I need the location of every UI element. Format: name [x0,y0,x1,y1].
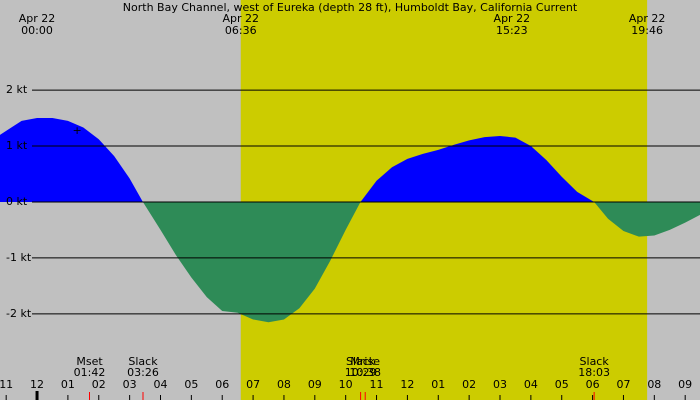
date-label: Apr 22 [222,12,259,25]
date-label: Apr 22 [19,12,56,25]
time-label: 19:46 [631,24,663,37]
time-label: 15:23 [496,24,528,37]
x-tick-label: 09 [308,378,322,391]
x-tick-label: 05 [184,378,198,391]
x-tick-label: 01 [431,378,445,391]
time-label: 00:00 [21,24,53,37]
x-tick-label: 03 [493,378,507,391]
event-time: 03:26 [127,366,159,379]
x-tick-label: 11 [0,378,13,391]
event-name: Slack [580,355,610,368]
event-name: Slack [346,355,376,368]
event-time: 10:38 [349,366,381,379]
x-tick-label: 08 [277,378,291,391]
x-tick-label: 01 [61,378,75,391]
x-tick-label: 04 [153,378,167,391]
y-tick-label: -2 kt [6,307,32,320]
flood-area [0,118,700,202]
event-time: 01:42 [74,366,106,379]
x-tick-label: 06 [586,378,600,391]
x-tick-label: 02 [92,378,106,391]
x-tick-label: 09 [678,378,692,391]
x-tick-label: 12 [30,378,44,391]
x-tick-label: 03 [123,378,137,391]
x-tick-label: 07 [616,378,630,391]
chart-title: North Bay Channel, west of Eureka (depth… [123,1,578,14]
x-tick-label: 08 [647,378,661,391]
event-time: 18:03 [578,366,610,379]
x-tick-label: 06 [215,378,229,391]
x-tick-label: 07 [246,378,260,391]
y-tick-label: -1 kt [6,251,32,264]
event-name: Mset [76,355,103,368]
event-name: Slack [128,355,158,368]
x-tick-label: 11 [370,378,384,391]
x-tick-label: 10 [339,378,353,391]
date-label: Apr 22 [629,12,666,25]
y-tick-label: 1 kt [6,139,28,152]
x-tick-label: 02 [462,378,476,391]
y-tick-label: 2 kt [6,83,28,96]
event-time: 10:29 [345,366,377,379]
transit-marker: + [73,124,82,137]
ebb-area [142,201,700,323]
x-tick-label: 04 [524,378,538,391]
time-label: 06:36 [225,24,257,37]
event-name: Mrise [350,355,380,368]
y-tick-label: 0 kt [6,195,28,208]
x-tick-label: 05 [555,378,569,391]
x-tick-label: 12 [400,378,414,391]
date-label: Apr 22 [494,12,531,25]
